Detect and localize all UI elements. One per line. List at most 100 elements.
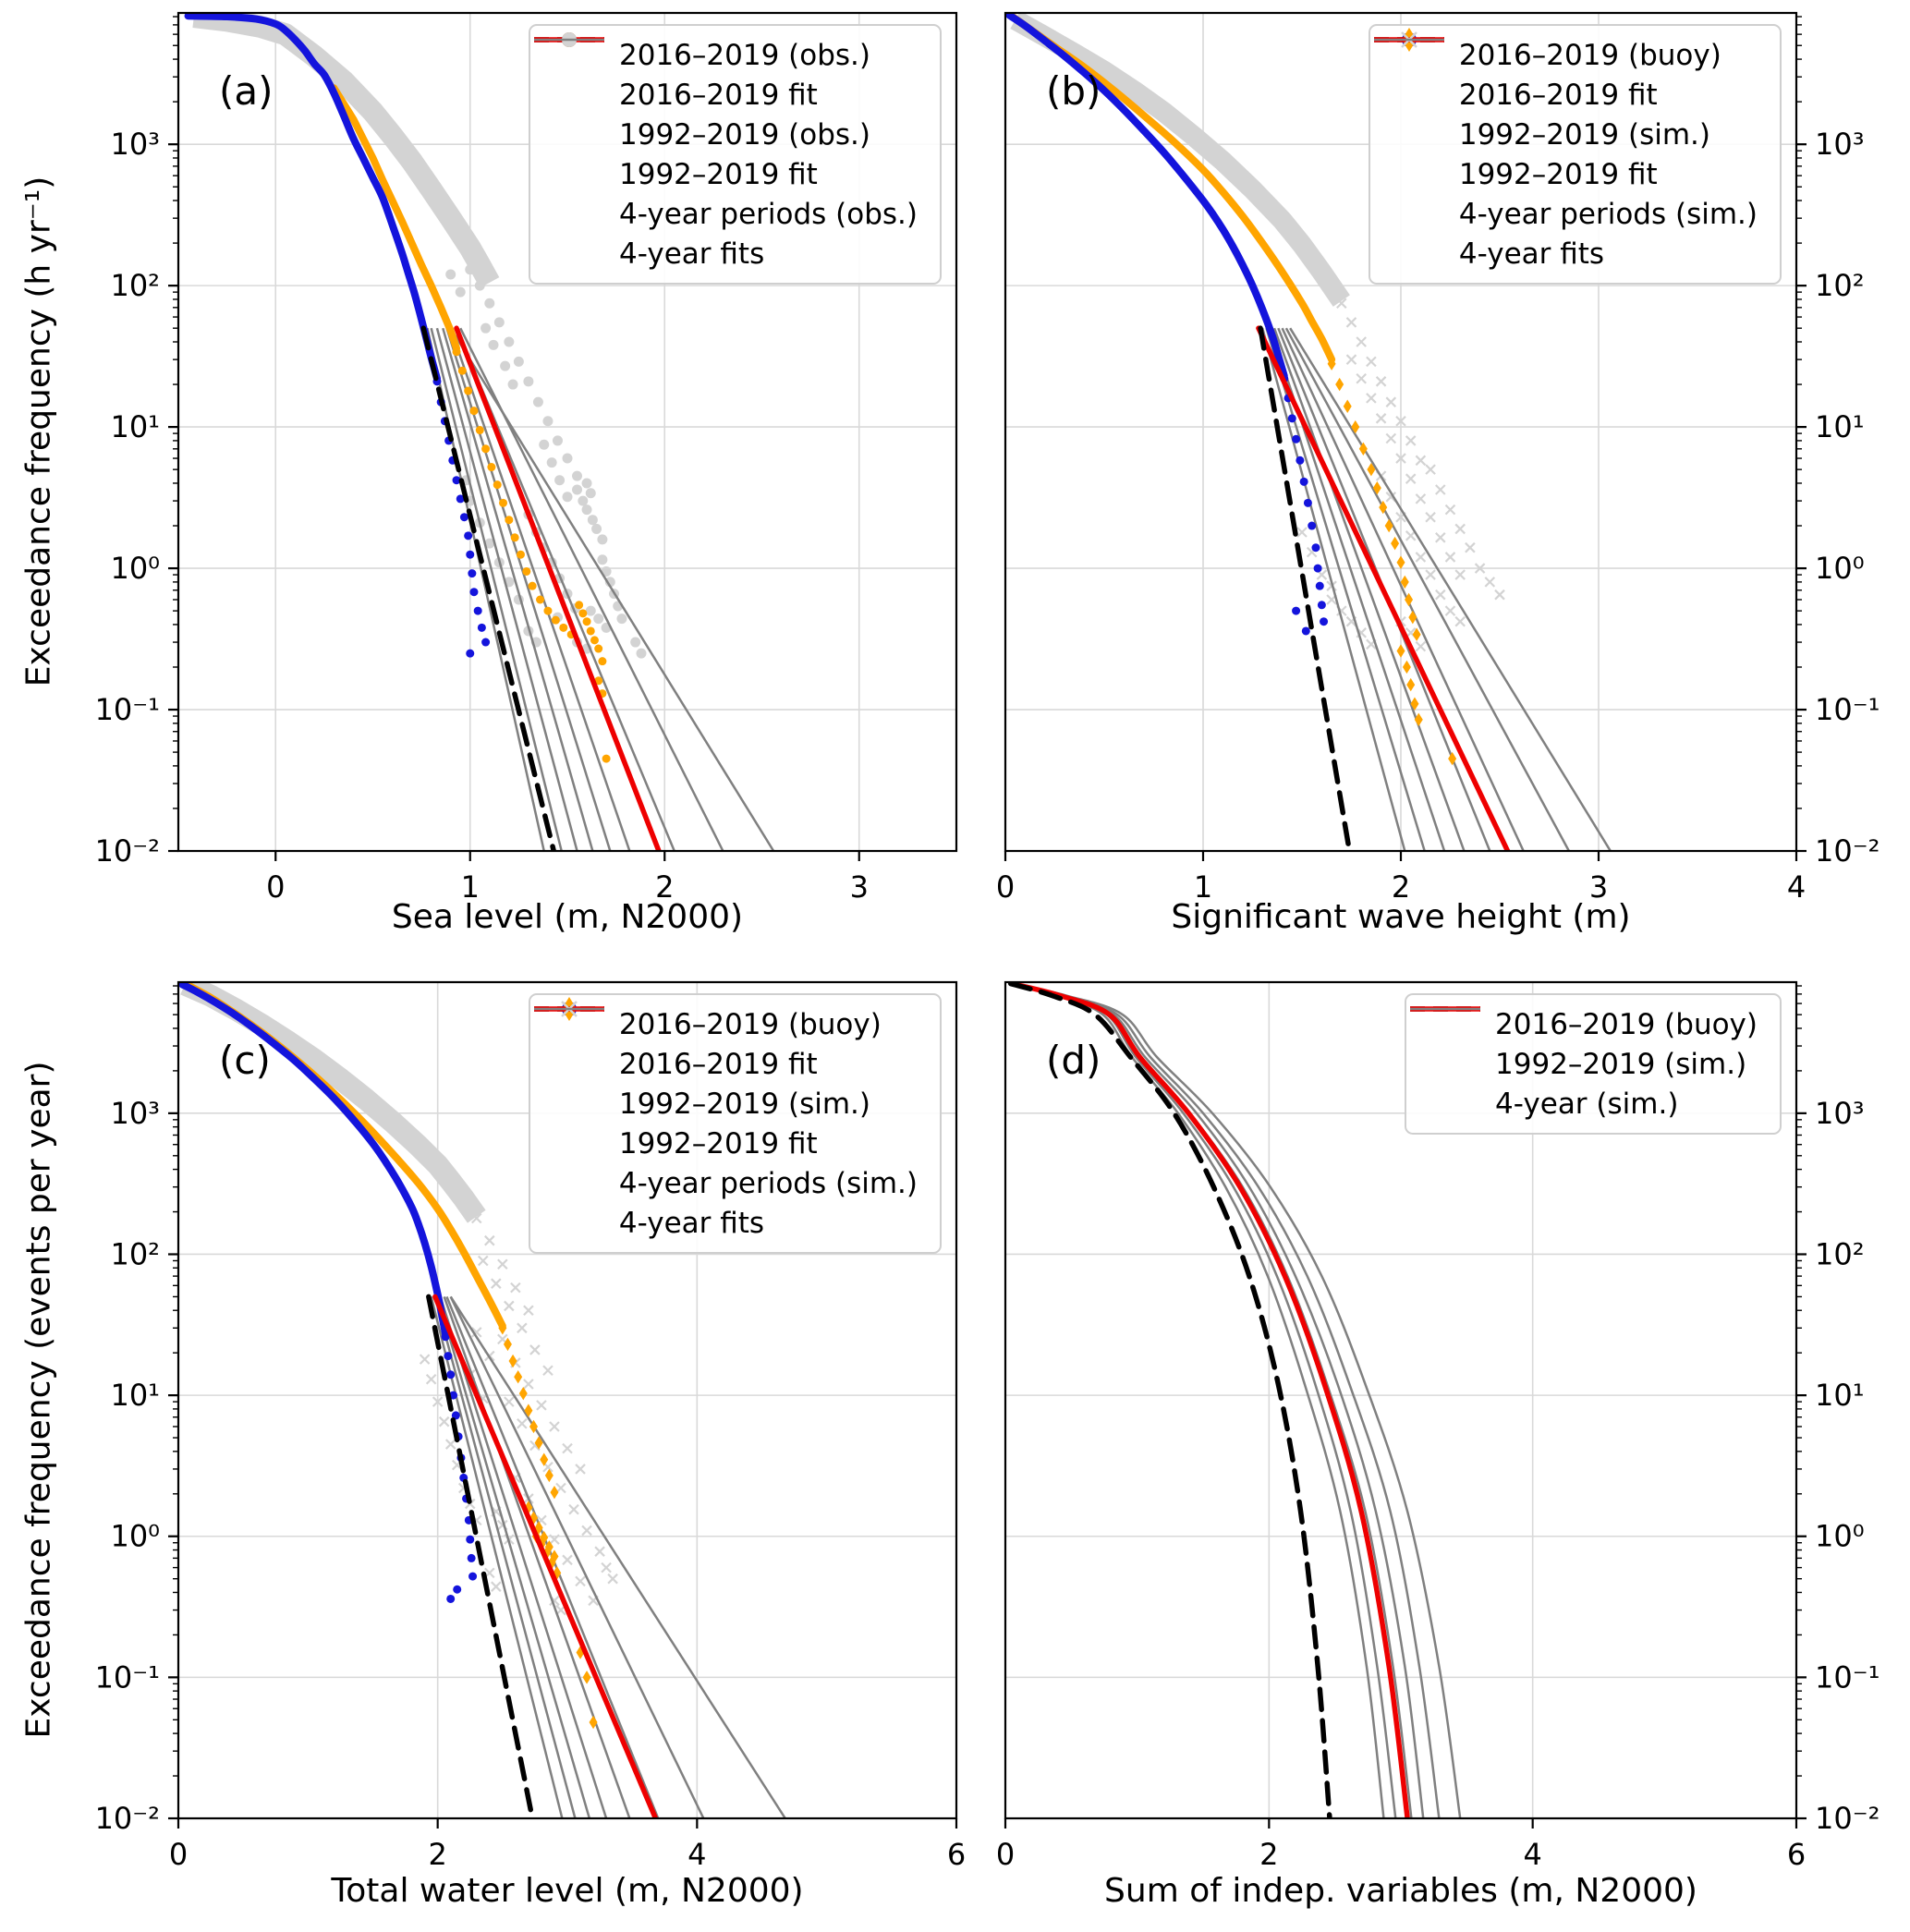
svg-text:0: 0 xyxy=(266,869,285,905)
legend-label: 2016–2019 (obs.) xyxy=(619,38,870,72)
legend-entry: 1992–2019 (sim.) xyxy=(538,997,918,1124)
ylabel-a: Exceedance frequency (h yr⁻¹) xyxy=(19,176,58,687)
svg-text:10⁰: 10⁰ xyxy=(1815,551,1865,586)
svg-text:4: 4 xyxy=(1523,1837,1541,1872)
legend-label: 4-year periods (sim.) xyxy=(618,1166,918,1200)
svg-text:3: 3 xyxy=(1589,869,1608,905)
svg-text:10³: 10³ xyxy=(110,1096,160,1131)
legend-entry: 4-year fits xyxy=(533,1007,918,1243)
legend-entry: 4-year periods (obs.) xyxy=(538,32,918,234)
legend-entry: 1992–2019 fit xyxy=(1373,37,1758,194)
legend-label: 2016–2019 fit xyxy=(618,1047,818,1081)
xlabel-c: Total water level (m, N2000) xyxy=(331,1872,804,1910)
svg-text:4: 4 xyxy=(687,1837,706,1872)
series-4-year periods band xyxy=(192,13,500,288)
legend-c: 2016–2019 (buoy) 2016–2019 fit 1992–2019 (… xyxy=(528,993,942,1254)
legend-label: 1992–2019 fit xyxy=(618,1126,818,1160)
series-2016–2019 buoy curve xyxy=(1007,982,1332,1818)
svg-text:0: 0 xyxy=(169,1837,188,1872)
svg-text:10⁻²: 10⁻² xyxy=(95,1801,160,1836)
series-1992–2019 fit xyxy=(1256,325,1511,851)
svg-text:10²: 10² xyxy=(1815,1236,1865,1271)
legend-entry: 2016–2019 (obs.) xyxy=(538,32,918,75)
legend-label: 4-year (sim.) xyxy=(1495,1087,1679,1121)
series-1992–2019 sim band xyxy=(1005,13,1336,364)
legend-label: 1992–2019 (sim.) xyxy=(1495,1047,1747,1081)
svg-text:10⁻¹: 10⁻¹ xyxy=(1815,1659,1880,1695)
series-4-year sim curve 6 xyxy=(1012,982,1462,1818)
svg-text:10⁰: 10⁰ xyxy=(110,551,160,586)
series-2016–2019 obs band xyxy=(184,13,441,383)
series-group-d xyxy=(1007,982,1462,1818)
svg-text:10¹: 10¹ xyxy=(1815,409,1865,444)
svg-text:2: 2 xyxy=(655,869,674,905)
svg-text:2: 2 xyxy=(1392,869,1410,905)
svg-text:10³: 10³ xyxy=(1815,127,1865,162)
series-1992–2019 sim curve xyxy=(1009,982,1410,1818)
series-1992–2019 fit xyxy=(432,1294,659,1818)
series-4-year sim curve 5 xyxy=(1010,982,1441,1818)
svg-text:10²: 10² xyxy=(110,268,160,303)
legend-label: 2016–2019 (buoy) xyxy=(618,1007,882,1041)
svg-text:10⁻²: 10⁻² xyxy=(1815,833,1880,869)
legend-entry: 2016–2019 fit xyxy=(534,37,918,115)
svg-text:10²: 10² xyxy=(1815,268,1865,303)
legend-label: 2016–2019 (buoy) xyxy=(1458,38,1721,72)
svg-text:10³: 10³ xyxy=(110,127,160,162)
legend-label: 4-year periods (obs.) xyxy=(619,197,918,231)
legend-a: 2016–2019 (obs.) 2016–2019 fit 1992–2019 (… xyxy=(529,24,942,285)
xlabel-d: Sum of indep. variables (m, N2000) xyxy=(1104,1872,1697,1910)
legend-label: 2016–2019 fit xyxy=(619,78,818,112)
legend-entry: 4-year periods (sim.) xyxy=(538,1001,918,1203)
legend-label: 1992–2019 (sim.) xyxy=(1458,117,1711,152)
legend-label: 4-year periods (sim.) xyxy=(1458,197,1758,231)
series-1992–2019 obs band xyxy=(330,84,461,353)
legend-entry: 2016–2019 fit xyxy=(1373,37,1758,115)
xlabel-b: Significant wave height (m) xyxy=(1171,898,1631,936)
legend-entry: 1992–2019 (obs.) xyxy=(538,32,918,154)
svg-text:1: 1 xyxy=(461,869,480,905)
series-group-a xyxy=(184,13,775,851)
legend-label: 1992–2019 (sim.) xyxy=(618,1087,871,1121)
series-2016–2019 fit xyxy=(1258,325,1353,851)
legend-entry: 2016–2019 (buoy) xyxy=(1378,32,1758,75)
legend-label: 1992–2019 fit xyxy=(619,157,818,191)
svg-text:2: 2 xyxy=(428,1837,446,1872)
legend-entry: 4-year fits xyxy=(1373,38,1758,273)
legend-b: 2016–2019 (buoy) 2016–2019 fit 1992–2019 (… xyxy=(1368,24,1782,285)
svg-text:0: 0 xyxy=(996,869,1015,905)
legend-entry: 1992–2019 fit xyxy=(533,1006,918,1163)
svg-text:10⁻¹: 10⁻¹ xyxy=(1815,692,1880,727)
series-2016–2019 buoy band xyxy=(178,982,450,1339)
legend-label: 4-year fits xyxy=(1458,237,1605,271)
legend-label: 2016–2019 (buoy) xyxy=(1495,1007,1758,1041)
panel-label-c: (c) xyxy=(219,1038,271,1083)
svg-text:4: 4 xyxy=(1787,869,1806,905)
svg-text:6: 6 xyxy=(1787,1837,1806,1872)
series-4-year sim curve 3 xyxy=(1010,982,1413,1818)
legend-entry: 1992–2019 (sim.) xyxy=(1378,28,1758,154)
panel-label-d: (d) xyxy=(1046,1038,1101,1083)
legend-label: 1992–2019 (obs.) xyxy=(619,117,870,152)
series-2016–2019 fit xyxy=(420,325,557,851)
legend-label: 1992–2019 fit xyxy=(1458,157,1658,191)
svg-text:6: 6 xyxy=(947,1837,966,1872)
legend-label: 4-year fits xyxy=(619,237,765,271)
series-4-year periods band xyxy=(1010,13,1350,307)
series-group-b xyxy=(1005,13,1612,851)
series-1992–2019 sim band xyxy=(181,982,506,1331)
legend-entry: 4-year (sim.) xyxy=(1410,1007,1758,1124)
svg-text:0: 0 xyxy=(996,1837,1015,1872)
legend-entry: 4-year periods (sim.) xyxy=(1378,31,1758,234)
xlabel-a: Sea level (m, N2000) xyxy=(391,898,744,936)
svg-text:10⁰: 10⁰ xyxy=(110,1519,160,1554)
series-4-year sim curve 1 xyxy=(1010,982,1385,1818)
panel-b: 10³ 10² 10¹ 10⁰ 10⁻¹ 10⁻² 0 1 2 3 4 xyxy=(996,11,1880,905)
series-4-year sim curve 2 xyxy=(1010,982,1397,1818)
panel-label-b: (b) xyxy=(1046,68,1101,114)
svg-text:10¹: 10¹ xyxy=(1815,1378,1865,1413)
svg-text:1: 1 xyxy=(1194,869,1212,905)
legend-label: 2016–2019 fit xyxy=(1458,78,1658,112)
legend-entry: 4-year fits xyxy=(534,38,918,273)
